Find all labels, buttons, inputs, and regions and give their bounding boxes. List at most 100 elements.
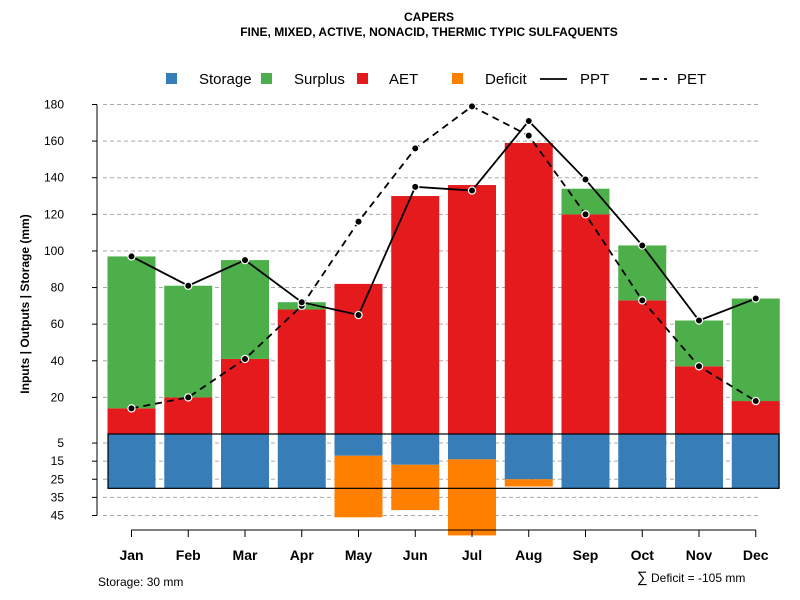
storage-bar: [391, 434, 440, 465]
pet-line: [131, 105, 757, 410]
pet-point: [354, 217, 363, 226]
aet-bar: [164, 397, 213, 434]
surplus-bar: [164, 285, 213, 398]
storage-bar: [504, 434, 553, 480]
storage-bar: [675, 434, 723, 489]
legend-swatch-storage: [166, 73, 177, 84]
storage-bar: [164, 434, 213, 489]
y-tick-label: 5: [57, 436, 64, 450]
series-lines: [127, 102, 760, 413]
storage-bar: [334, 434, 383, 456]
ppt-point: [581, 175, 590, 184]
pet-point: [240, 354, 250, 364]
x-tick-label: Mar: [233, 547, 258, 563]
y-tick-label: 180: [44, 98, 64, 112]
deficit-bar: [448, 459, 496, 536]
y-tick-label: 160: [44, 134, 64, 148]
pet-point: [638, 296, 647, 305]
storage-capacity-box: [107, 433, 780, 489]
storage-bar: [618, 434, 667, 489]
upper-bars: [107, 142, 780, 435]
x-tick-label: Aug: [515, 547, 542, 563]
aet-bar: [221, 358, 269, 434]
aet-bar: [504, 142, 553, 435]
y-tick-label: 80: [51, 281, 65, 295]
ppt-point: [524, 116, 533, 126]
surplus-bar: [221, 260, 269, 359]
surplus-bar: [675, 320, 723, 367]
deficit-bar: [391, 464, 440, 511]
storage-bar: [107, 434, 156, 489]
aet-bar: [334, 283, 383, 434]
lower-bars: [107, 433, 780, 536]
x-tick-label: May: [345, 547, 372, 563]
pet-point: [127, 404, 136, 413]
x-tick-label: Oct: [631, 547, 655, 563]
pet-point: [184, 393, 193, 402]
storage-bar: [277, 434, 326, 489]
chart-subtitle: FINE, MIXED, ACTIVE, NONACID, THERMIC TY…: [240, 25, 618, 39]
y-tick-label: 35: [51, 490, 65, 504]
x-tick-label: Sep: [573, 547, 599, 563]
storage-bar: [448, 434, 496, 460]
x-tick-label: Feb: [176, 547, 201, 563]
ppt-point: [297, 298, 306, 307]
ppt-point: [354, 310, 363, 320]
legend-label-surplus: Surplus: [294, 71, 345, 88]
x-tick-label: Jan: [119, 547, 143, 563]
deficit-symbol: ∑: [637, 569, 648, 586]
y-axis-title: Inputs | Outputs | Storage (mm): [18, 214, 32, 393]
axes: 20 40 60 80 100 120 140 160 180 5 15 25 35 45 Jan Feb Ma…: [44, 98, 769, 564]
deficit-bar: [504, 479, 553, 487]
ppt-point: [411, 182, 420, 192]
x-tick-label: Jun: [403, 547, 428, 563]
y-tick-label: 140: [44, 171, 64, 185]
ppt-point: [240, 255, 250, 265]
y-tick-label: 120: [44, 207, 64, 221]
pet-point: [411, 144, 420, 153]
legend: Storage Surplus AET Deficit PPT PET: [166, 71, 706, 88]
ppt-point: [638, 241, 647, 250]
ppt-point: [751, 294, 760, 303]
storage-bar: [731, 434, 780, 489]
legend-swatch-deficit: [452, 73, 463, 84]
storage-note: Storage: 30 mm: [98, 575, 183, 589]
x-tick-label: Apr: [290, 547, 315, 563]
aet-bar: [448, 185, 496, 434]
y-tick-label: 100: [44, 244, 64, 258]
ppt-line: [131, 119, 757, 322]
x-tick-label: Jul: [462, 547, 482, 563]
y-tick-label: 45: [51, 509, 65, 523]
surplus-bar: [731, 298, 780, 402]
deficit-bar: [334, 455, 383, 518]
y-tick-label: 25: [51, 472, 65, 486]
storage-bar: [561, 434, 610, 489]
surplus-bar: [107, 256, 156, 409]
legend-swatch-surplus: [261, 73, 272, 84]
aet-bar: [107, 408, 156, 434]
legend-label-ppt: PPT: [580, 71, 609, 88]
aet-bar: [731, 401, 780, 434]
aet-bar: [561, 214, 610, 434]
legend-label-pet: PET: [677, 71, 706, 88]
ppt-point: [127, 252, 136, 261]
legend-swatch-aet: [357, 73, 368, 84]
y-tick-label: 20: [51, 390, 65, 404]
aet-bar: [675, 366, 723, 434]
pet-point: [467, 102, 477, 111]
x-tick-label: Dec: [743, 547, 769, 563]
x-tick-label: Nov: [686, 547, 713, 563]
chart-title: CAPERS: [404, 10, 454, 24]
y-tick-label: 60: [51, 317, 65, 331]
y-tick-label: 40: [51, 354, 65, 368]
pet-point: [524, 131, 533, 140]
ppt-point: [467, 186, 477, 195]
legend-label-aet: AET: [389, 71, 418, 88]
y-tick-label: 15: [51, 454, 65, 468]
pet-point: [751, 396, 760, 406]
pet-point: [694, 362, 704, 371]
ppt-point: [694, 316, 704, 325]
surplus-bar: [618, 245, 667, 301]
aet-bar: [277, 309, 326, 434]
